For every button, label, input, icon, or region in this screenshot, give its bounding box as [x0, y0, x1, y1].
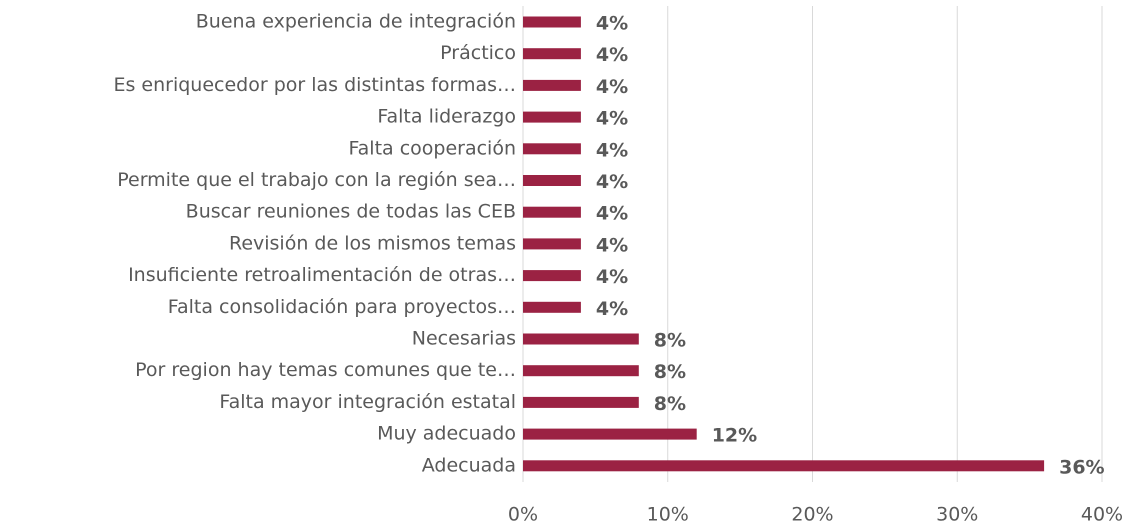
y-tick-label: Falta liderazgo: [377, 106, 516, 128]
value-label: 4%: [596, 44, 628, 66]
bar: [523, 16, 581, 28]
bar: [523, 270, 581, 282]
y-tick-label: Por region hay temas comunes que te…: [135, 359, 516, 381]
y-tick-label: Necesarias: [412, 328, 516, 350]
value-label: 4%: [596, 234, 628, 256]
y-tick-label: Práctico: [440, 42, 516, 64]
y-tick-label: Buena experiencia de integración: [196, 11, 516, 33]
bar: [523, 111, 581, 123]
y-tick-label: Revisión de los mismos temas: [229, 232, 516, 254]
value-label: 4%: [596, 266, 628, 288]
x-tick-label: 20%: [791, 504, 833, 523]
value-label: 4%: [596, 171, 628, 193]
y-tick-label: Adecuada: [422, 454, 516, 476]
value-label: 8%: [654, 361, 686, 383]
bar: [523, 428, 697, 440]
bar: [523, 143, 581, 155]
y-tick-label: Permite que el trabajo con la región sea…: [117, 169, 516, 191]
y-tick-label: Es enriquecedor por las distintas formas…: [113, 74, 516, 96]
value-label: 4%: [596, 139, 628, 161]
y-tick-label: Falta mayor integración estatal: [219, 391, 516, 413]
y-tick-label: Insuficiente retroalimentación de otras…: [128, 264, 516, 286]
value-label: 8%: [654, 393, 686, 415]
bar: [523, 238, 581, 250]
value-label: 12%: [712, 425, 757, 447]
value-label: 4%: [596, 13, 628, 35]
y-tick-label: Falta consolidación para proyectos…: [168, 296, 516, 318]
y-tick-label: Muy adecuado: [377, 423, 516, 445]
value-label: 4%: [596, 203, 628, 225]
bar: [523, 333, 639, 345]
x-tick-label: 30%: [936, 504, 978, 523]
bar: [523, 301, 581, 313]
bar: [523, 79, 581, 91]
bar: [523, 175, 581, 186]
bar: [523, 206, 581, 218]
value-label: 8%: [654, 330, 686, 352]
value-label: 4%: [596, 298, 628, 320]
value-label: 4%: [596, 108, 628, 130]
x-tick-label: 40%: [1081, 504, 1123, 523]
y-tick-label: Buscar reuniones de todas las CEB: [186, 201, 516, 223]
value-label: 36%: [1059, 456, 1104, 478]
x-tick-label: 10%: [647, 504, 689, 523]
bar: [523, 460, 1045, 472]
y-tick-label: Falta cooperación: [348, 137, 516, 159]
value-label: 4%: [596, 76, 628, 98]
bar: [523, 365, 639, 377]
bar: [523, 48, 581, 60]
bar: [523, 396, 639, 408]
x-tick-label: 0%: [508, 504, 538, 523]
